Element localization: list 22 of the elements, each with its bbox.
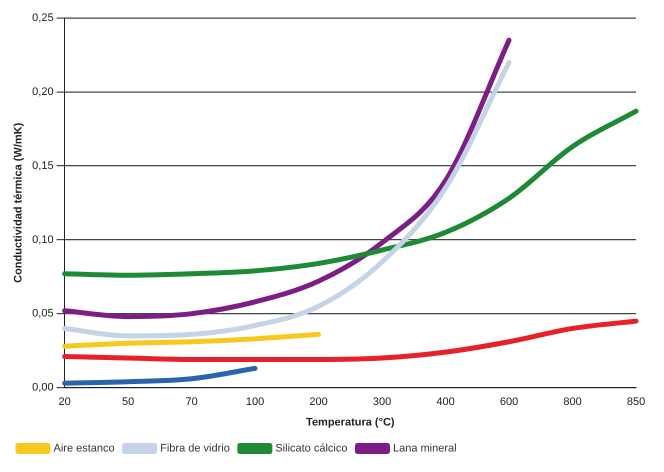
x-tick-label: 850 xyxy=(626,396,646,408)
x-tick-label: 70 xyxy=(185,396,198,408)
y-tick-label: 0,10 xyxy=(32,234,54,246)
y-tick-label: 0,15 xyxy=(32,160,54,172)
y-tick-label: 0,00 xyxy=(32,382,54,394)
y-axis-title: Conductividad térmica (W/mK) xyxy=(12,122,25,283)
x-tick-label: 600 xyxy=(500,396,518,408)
legend-label: Lana mineral xyxy=(392,442,457,455)
y-tick-label: 0,05 xyxy=(32,308,54,320)
x-tick-label: 20 xyxy=(58,396,71,408)
x-tick-label: 50 xyxy=(122,396,134,408)
y-tick-label: 0,20 xyxy=(32,86,54,98)
x-tick-label: 100 xyxy=(246,396,264,408)
x-tick-label: 400 xyxy=(436,396,455,408)
x-tick-label: 300 xyxy=(372,396,392,408)
legend-label: Silicato cálcico xyxy=(275,442,348,455)
y-tick-label: 0,25 xyxy=(32,12,54,24)
legend-label: Aire estanco xyxy=(54,442,115,455)
x-tick-label: 800 xyxy=(563,396,582,408)
x-axis-title: Temperatura (°C) xyxy=(306,416,395,428)
legend-label: Fibra de vidrio xyxy=(160,442,230,455)
x-tick-label: 200 xyxy=(309,396,328,408)
